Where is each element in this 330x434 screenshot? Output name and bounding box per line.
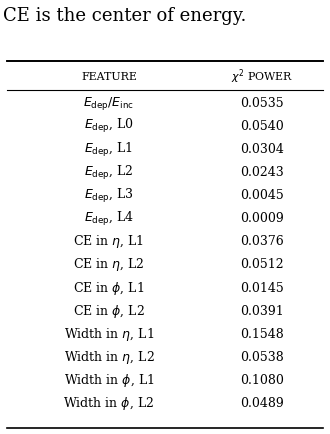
Text: CE in $\phi$, L2: CE in $\phi$, L2 <box>73 302 145 320</box>
Text: CE in $\eta$, L1: CE in $\eta$, L1 <box>73 233 145 250</box>
Text: 0.0535: 0.0535 <box>241 97 284 110</box>
Text: 0.0145: 0.0145 <box>241 282 284 295</box>
Text: $E_{\mathrm{dep}}$, L4: $E_{\mathrm{dep}}$, L4 <box>84 210 134 228</box>
Text: 0.1548: 0.1548 <box>241 328 284 341</box>
Text: 0.0391: 0.0391 <box>241 305 284 318</box>
Text: 0.0045: 0.0045 <box>241 189 284 202</box>
Text: 0.0376: 0.0376 <box>241 235 284 248</box>
Text: 0.0512: 0.0512 <box>241 259 284 272</box>
Text: $\chi^2$ POWER: $\chi^2$ POWER <box>231 67 294 86</box>
Text: Width in $\eta$, L2: Width in $\eta$, L2 <box>64 349 154 366</box>
Text: 0.0489: 0.0489 <box>241 397 284 410</box>
Text: FEATURE: FEATURE <box>81 72 137 82</box>
Text: Width in $\phi$, L1: Width in $\phi$, L1 <box>64 372 154 389</box>
Text: CE in $\eta$, L2: CE in $\eta$, L2 <box>73 256 145 273</box>
Text: CE in $\phi$, L1: CE in $\phi$, L1 <box>73 279 145 296</box>
Text: Width in $\eta$, L1: Width in $\eta$, L1 <box>64 326 154 343</box>
Text: 0.0304: 0.0304 <box>241 143 284 156</box>
Text: 0.1080: 0.1080 <box>241 374 284 387</box>
Text: 0.0243: 0.0243 <box>241 166 284 179</box>
Text: $E_{\mathrm{dep}}$, L2: $E_{\mathrm{dep}}$, L2 <box>84 164 134 181</box>
Text: Width in $\phi$, L2: Width in $\phi$, L2 <box>63 395 154 412</box>
Text: $E_{\mathrm{dep}}$, L3: $E_{\mathrm{dep}}$, L3 <box>84 187 134 205</box>
Text: 0.0538: 0.0538 <box>241 351 284 364</box>
Text: CE is the center of energy.: CE is the center of energy. <box>3 7 247 24</box>
Text: $E_{\mathrm{dep}}$, L1: $E_{\mathrm{dep}}$, L1 <box>84 141 134 158</box>
Text: $E_{\mathrm{dep}} / E_{\mathrm{inc}}$: $E_{\mathrm{dep}} / E_{\mathrm{inc}}$ <box>83 95 134 112</box>
Text: $E_{\mathrm{dep}}$, L0: $E_{\mathrm{dep}}$, L0 <box>84 118 134 135</box>
Text: 0.0540: 0.0540 <box>241 120 284 133</box>
Text: 0.0009: 0.0009 <box>241 212 284 225</box>
